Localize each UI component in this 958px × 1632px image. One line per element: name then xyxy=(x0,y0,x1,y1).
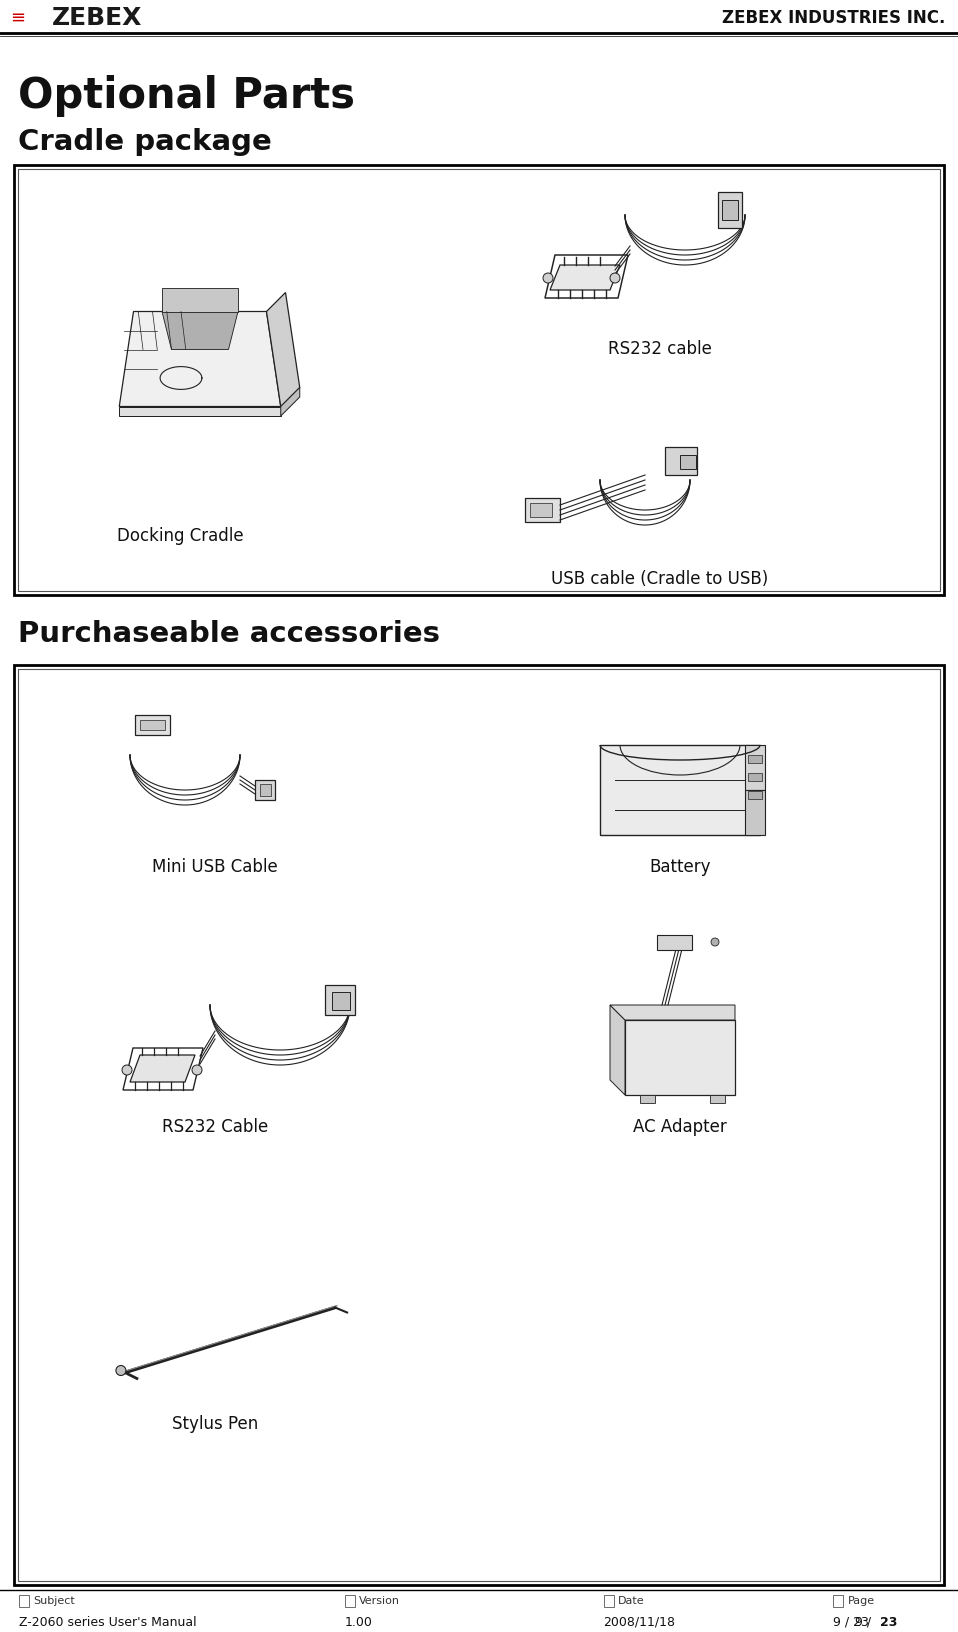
Bar xyxy=(14,165,944,596)
Text: ≡: ≡ xyxy=(10,10,25,28)
Polygon shape xyxy=(135,715,170,734)
Text: Version: Version xyxy=(359,1596,399,1606)
Bar xyxy=(745,790,765,836)
Circle shape xyxy=(610,273,620,282)
Text: AC Adapter: AC Adapter xyxy=(633,1118,727,1136)
Text: Z-2060 series User's Manual: Z-2060 series User's Manual xyxy=(19,1616,196,1629)
Circle shape xyxy=(116,1366,125,1376)
Polygon shape xyxy=(266,292,300,406)
Text: RS232 cable: RS232 cable xyxy=(608,339,712,357)
Text: 9 /: 9 / xyxy=(855,1616,876,1629)
Polygon shape xyxy=(119,406,281,416)
Bar xyxy=(748,756,762,764)
Bar xyxy=(18,669,940,1581)
Circle shape xyxy=(711,938,719,947)
Polygon shape xyxy=(610,1005,735,1020)
Bar xyxy=(745,744,765,790)
Bar xyxy=(748,774,762,782)
Text: ZEBEX INDUSTRIES INC.: ZEBEX INDUSTRIES INC. xyxy=(721,10,945,28)
Text: Subject: Subject xyxy=(34,1596,75,1606)
Text: Mini USB Cable: Mini USB Cable xyxy=(152,858,278,876)
Bar xyxy=(332,992,350,1010)
Text: Page: Page xyxy=(848,1596,875,1606)
Text: Docking Cradle: Docking Cradle xyxy=(117,527,243,545)
Circle shape xyxy=(122,1066,132,1075)
Text: USB cable (Cradle to USB): USB cable (Cradle to USB) xyxy=(552,570,768,588)
Polygon shape xyxy=(130,1054,195,1082)
Bar xyxy=(525,498,560,522)
Bar xyxy=(345,1594,354,1608)
Polygon shape xyxy=(162,312,238,349)
Text: ZEBEX: ZEBEX xyxy=(52,7,143,29)
Circle shape xyxy=(543,273,553,282)
Bar xyxy=(665,447,697,475)
Bar xyxy=(722,201,738,220)
Bar xyxy=(325,986,355,1015)
Text: 1.00: 1.00 xyxy=(345,1616,373,1629)
Text: Battery: Battery xyxy=(650,858,711,876)
Bar xyxy=(833,1594,843,1608)
Text: Purchaseable accessories: Purchaseable accessories xyxy=(18,620,440,648)
Bar xyxy=(680,455,696,468)
Circle shape xyxy=(192,1066,202,1075)
Bar xyxy=(14,664,944,1585)
Bar xyxy=(600,744,760,836)
Bar xyxy=(657,935,692,950)
Polygon shape xyxy=(260,783,271,796)
Bar xyxy=(19,1594,29,1608)
Polygon shape xyxy=(281,387,300,416)
Text: Cradle package: Cradle package xyxy=(18,127,272,157)
Polygon shape xyxy=(119,312,281,406)
Polygon shape xyxy=(140,720,165,730)
Bar xyxy=(710,1095,725,1103)
Text: 2008/11/18: 2008/11/18 xyxy=(604,1616,675,1629)
Text: Optional Parts: Optional Parts xyxy=(18,75,355,118)
Bar xyxy=(640,1095,655,1103)
Bar xyxy=(625,1020,735,1095)
Text: Stylus Pen: Stylus Pen xyxy=(171,1415,258,1433)
Bar xyxy=(718,193,742,228)
Text: 23: 23 xyxy=(880,1616,898,1629)
Polygon shape xyxy=(162,287,238,312)
Bar xyxy=(748,792,762,800)
Bar xyxy=(530,503,552,517)
Polygon shape xyxy=(610,1005,625,1095)
Polygon shape xyxy=(550,264,620,290)
Bar xyxy=(604,1594,613,1608)
Polygon shape xyxy=(255,780,275,800)
Text: 9 / 23: 9 / 23 xyxy=(833,1616,869,1629)
Bar xyxy=(18,170,940,591)
Text: RS232 Cable: RS232 Cable xyxy=(162,1118,268,1136)
Text: Date: Date xyxy=(618,1596,644,1606)
